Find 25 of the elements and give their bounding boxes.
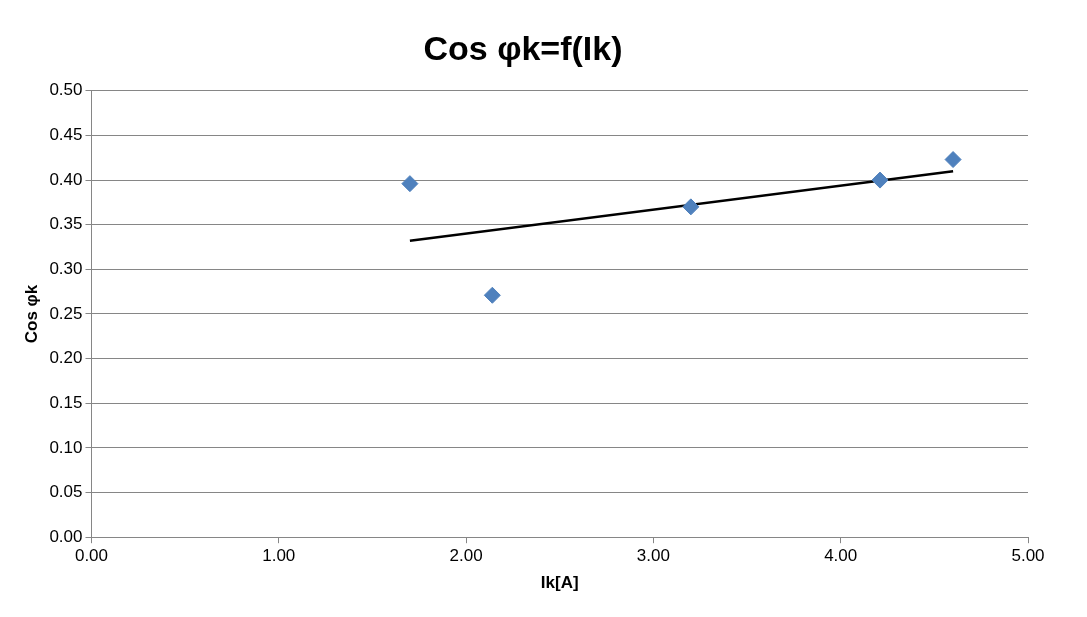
y-axis-title: Cos φk [21,284,41,344]
x-tick-label: 4.00 [824,546,858,566]
y-tick-label: 0.15 [49,392,83,412]
y-tick-label: 0.40 [49,169,83,189]
y-tick-label: 0.30 [49,259,83,279]
y-tick-label: 0.25 [49,303,83,323]
y-tick-label: 0.00 [49,526,83,546]
point [483,286,501,304]
x-tick-label: 5.00 [1011,546,1045,566]
y-tick-label: 0.05 [49,482,83,502]
y-tick-label: 0.35 [49,214,83,234]
point [401,175,419,193]
chart-title: Cos φk=f(Ik) [423,28,623,67]
x-tick-label: 0.00 [74,546,109,566]
y-tick-label: 0.20 [49,348,83,368]
y-tick-label: 0.50 [49,80,83,100]
x-tick-label: 1.00 [262,546,296,566]
x-tick-label: 3.00 [636,546,670,566]
y-tick-label: 0.10 [49,437,83,457]
y-tick-label: 0.45 [49,125,83,145]
x-tick-label: 2.00 [449,546,483,566]
point [944,151,962,169]
point [682,198,700,216]
x-axis-title: Ik[A] [540,573,579,593]
point [871,171,889,189]
